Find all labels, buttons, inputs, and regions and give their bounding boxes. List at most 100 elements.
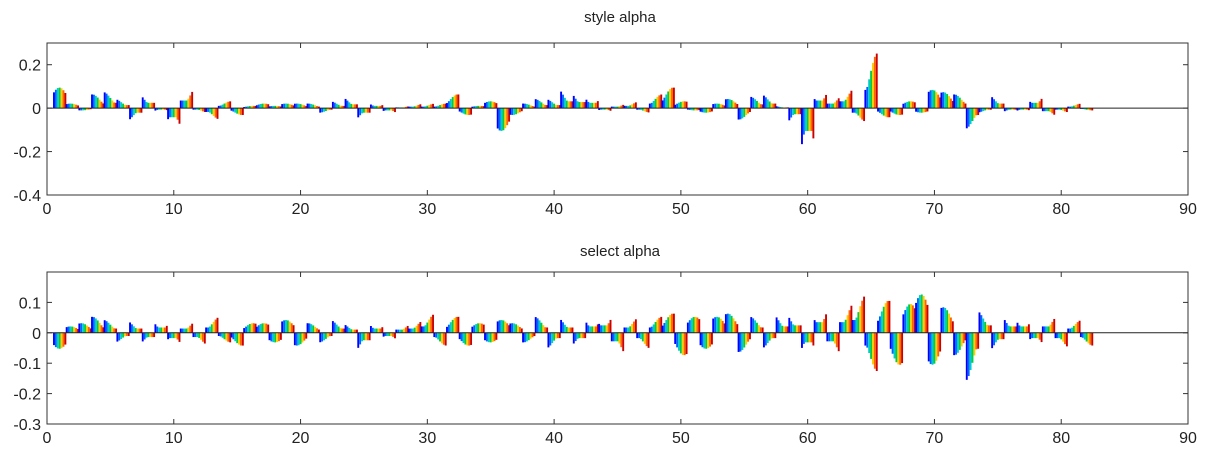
bar [880, 311, 883, 333]
bar [701, 332, 704, 348]
bar [384, 108, 387, 111]
bar [754, 320, 757, 333]
bar [1058, 108, 1061, 110]
bar [509, 323, 512, 333]
bar-group [889, 332, 904, 365]
bar [118, 100, 121, 109]
bar [877, 320, 879, 333]
bar [56, 332, 59, 349]
bar [815, 100, 818, 109]
bar [439, 332, 441, 342]
bar [777, 106, 780, 109]
bar [485, 101, 488, 109]
bar [232, 108, 235, 112]
bar [390, 332, 393, 336]
bar [402, 328, 405, 333]
bar [717, 103, 720, 109]
bar [596, 101, 599, 109]
bar [895, 108, 898, 115]
bar [477, 323, 479, 333]
bar [194, 108, 197, 110]
bar [281, 104, 284, 109]
bar [160, 108, 163, 110]
bar [58, 332, 61, 349]
bar [971, 332, 974, 363]
bar [821, 322, 824, 333]
bar [719, 104, 722, 109]
bar [840, 322, 843, 333]
bar [321, 108, 324, 113]
bar [527, 332, 530, 341]
bar [158, 327, 161, 333]
bar [255, 326, 258, 333]
bar [163, 327, 166, 333]
bar [761, 104, 764, 109]
bar [638, 332, 641, 339]
bar [191, 323, 194, 333]
bar [1071, 327, 1073, 333]
bar [447, 324, 450, 333]
bar-group [978, 108, 992, 113]
bar [825, 94, 827, 109]
bar [958, 332, 961, 350]
bar-group [674, 332, 688, 356]
bar [643, 108, 646, 112]
bar [882, 108, 885, 116]
bar [143, 99, 146, 109]
bar [221, 332, 224, 338]
bar [344, 98, 347, 109]
bar [799, 108, 802, 115]
bar [373, 105, 376, 109]
bar [614, 332, 617, 342]
bar [354, 104, 357, 109]
bar [1000, 103, 1003, 109]
bar [906, 101, 909, 109]
bar [227, 101, 230, 109]
bar [873, 56, 876, 109]
bar [737, 108, 740, 120]
bar-group [1029, 98, 1043, 109]
bar [678, 332, 680, 351]
bar [1015, 108, 1018, 110]
bar-group [65, 326, 80, 333]
bar [572, 95, 575, 109]
x-tick-label: 20 [292, 201, 310, 218]
bar [817, 100, 820, 109]
bar [772, 332, 775, 339]
bar [297, 103, 300, 109]
y-tick-label: 0 [32, 326, 41, 343]
bar [605, 325, 608, 333]
bar [863, 296, 866, 333]
bar-group [762, 95, 777, 109]
bar-group [420, 103, 434, 109]
bar-group [281, 103, 295, 109]
bar [145, 102, 148, 109]
bar [435, 106, 438, 109]
bar-group [179, 323, 194, 333]
bar [504, 108, 507, 129]
bar-group [458, 108, 473, 115]
bar [674, 332, 677, 344]
bar [335, 324, 338, 333]
bar [878, 108, 881, 113]
bar [864, 89, 867, 109]
bar-group [585, 322, 599, 333]
bar [984, 321, 987, 333]
bar [627, 327, 630, 333]
bar [799, 325, 802, 333]
bar [518, 108, 521, 113]
bar [1024, 326, 1027, 333]
bar [87, 108, 90, 110]
bar [1018, 108, 1021, 110]
bar [82, 108, 85, 111]
bar [1034, 102, 1037, 109]
bar [716, 316, 718, 333]
bar [752, 97, 755, 109]
bar [726, 99, 729, 109]
bar [312, 104, 315, 109]
bar [591, 326, 594, 333]
bar [724, 314, 727, 333]
bar [988, 325, 990, 333]
bar [998, 103, 1001, 109]
bar [901, 108, 904, 115]
